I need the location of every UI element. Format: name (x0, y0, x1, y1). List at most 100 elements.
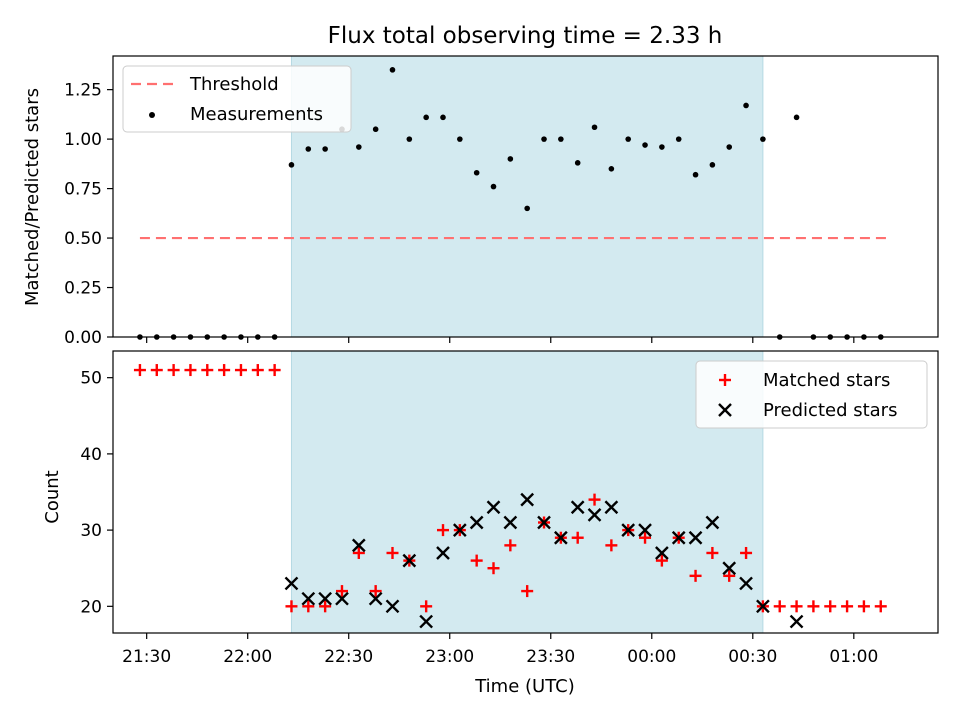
matched-star-point (251, 364, 264, 377)
measurement-point (709, 162, 716, 168)
x-tick-label: 00:30 (728, 647, 777, 667)
matched-star-point (386, 546, 399, 559)
top-y-tick-label: 0.50 (64, 229, 102, 249)
matched-star-point (285, 600, 298, 613)
measurement-point (305, 146, 312, 152)
predicted-star-point (570, 500, 585, 515)
measurement-point (760, 136, 766, 142)
measurement-point (406, 136, 413, 142)
predicted-star-point (385, 599, 400, 614)
predicted-star-point (705, 515, 720, 530)
matched-star-point (268, 364, 281, 377)
predicted-star-point (486, 500, 501, 515)
measurement-point (743, 102, 749, 109)
observing-span-shade-top (290, 55, 764, 338)
bottom-y-axis-ticks: 20 30 40 50 (80, 369, 113, 617)
matched-star-point (369, 585, 382, 598)
predicted-star-point (335, 591, 349, 606)
matched-star-point (857, 600, 870, 613)
predicted-stars-series (284, 492, 804, 629)
matched-star-point (740, 546, 753, 559)
matched-star-point (723, 569, 736, 582)
predicted-star-point (554, 530, 568, 545)
predicted-star-point (284, 576, 299, 591)
x-tick-label: 22:30 (324, 647, 373, 667)
matched-star-point (150, 364, 163, 377)
legend-predicted-swatch (718, 403, 732, 417)
chart-title: Flux total observing time = 2.33 h (328, 23, 723, 49)
measurement-point (322, 146, 328, 152)
measurement-point (608, 165, 615, 172)
predicted-star-point (671, 530, 686, 545)
matched-star-point (605, 539, 618, 552)
predicted-star-point (419, 614, 434, 629)
matched-star-point (302, 600, 315, 613)
matched-star-point (487, 562, 500, 575)
top-y-tick-label: 0.00 (64, 328, 102, 348)
x-tick-label: 23:30 (526, 647, 575, 667)
bottom-y-tick-label: 30 (80, 521, 102, 541)
predicted-star-point (655, 546, 669, 560)
predicted-star-point (756, 599, 770, 614)
matched-star-point (571, 531, 584, 544)
legend-matched-label: Matched stars (763, 370, 890, 391)
top-y-tick-label: 1.00 (64, 130, 102, 150)
measurement-point (659, 144, 665, 150)
measurement-point (642, 142, 648, 148)
matched-star-point (319, 600, 332, 613)
top-y-tick-label: 1.25 (64, 81, 102, 101)
measurement-point (726, 144, 733, 150)
matched-star-point (352, 546, 365, 559)
predicted-star-point (638, 523, 652, 537)
matched-star-point (470, 554, 483, 567)
predicted-star-point (318, 591, 332, 606)
measurement-point (625, 136, 632, 142)
top-legend-box (122, 65, 352, 133)
measurement-point (372, 126, 379, 133)
measurement-point (541, 136, 547, 142)
matched-star-point (824, 600, 837, 613)
predicted-star-point (604, 500, 619, 515)
x-tick-label: 22:00 (223, 647, 272, 667)
measurement-point (558, 136, 564, 142)
measurement-point (473, 169, 480, 176)
top-y-tick-label: 0.25 (64, 279, 102, 299)
predicted-star-point (537, 515, 551, 530)
x-tick-label: 00:00 (627, 647, 676, 667)
bottom-y-tick-label: 50 (80, 369, 102, 389)
predicted-star-point (587, 508, 602, 522)
measurement-point (574, 160, 581, 166)
matched-star-point (504, 539, 517, 552)
bottom-plot-frame (112, 350, 939, 634)
matched-star-point (218, 364, 231, 377)
legend-measurements-swatch (149, 112, 155, 118)
matched-star-point (588, 493, 601, 506)
predicted-star-point (789, 614, 804, 629)
top-y-axis-label: Matched/Predicted stars (22, 88, 43, 306)
matched-star-point (790, 600, 803, 613)
x-tick-label: 01:00 (829, 647, 878, 667)
predicted-star-point (368, 591, 383, 606)
predicted-star-point (402, 553, 417, 568)
matched-star-point (841, 600, 854, 613)
matched-star-point (807, 600, 820, 613)
matched-star-point (521, 585, 534, 598)
measurement-point (675, 136, 682, 142)
measurement-point (440, 114, 446, 121)
bottom-y-tick-label: 40 (80, 445, 102, 465)
matched-star-point (773, 600, 786, 613)
measurement-point (389, 67, 396, 73)
measurement-point (591, 124, 598, 131)
bottom-x-axis-ticks: 21:30 22:00 22:30 23:00 23:30 00:00 00:30 01:00 (122, 633, 878, 667)
matched-star-point (133, 364, 146, 377)
top-plot-frame (112, 55, 939, 338)
top-y-axis-ticks: 0.00 0.25 0.50 0.75 1.00 1.25 (64, 81, 113, 348)
x-tick-label: 23:00 (425, 647, 474, 667)
matched-star-point (655, 554, 668, 567)
predicted-star-point (469, 515, 484, 530)
matched-star-point (420, 600, 433, 613)
measurement-point (423, 114, 429, 121)
predicted-star-point (688, 530, 703, 545)
predicted-star-point (722, 561, 737, 576)
